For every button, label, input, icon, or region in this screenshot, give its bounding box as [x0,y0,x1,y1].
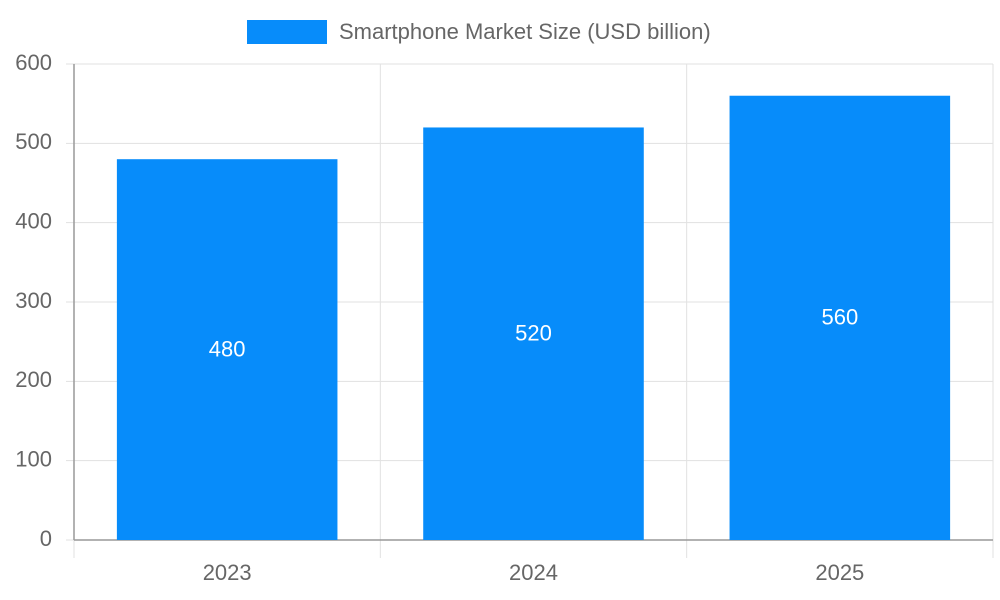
x-tick-label: 2023 [203,560,252,585]
x-tick-label: 2025 [815,560,864,585]
data-label: 480 [209,336,246,361]
legend-swatch [247,20,327,44]
data-label: 520 [515,321,552,346]
y-tick-label: 100 [15,446,52,471]
legend-label: Smartphone Market Size (USD billion) [339,19,711,44]
y-tick-label: 500 [15,129,52,154]
bar [423,127,644,540]
x-tick-label: 2024 [509,560,558,585]
y-tick-label: 400 [15,208,52,233]
y-tick-label: 300 [15,288,52,313]
y-tick-label: 0 [40,526,52,551]
bar [729,95,951,540]
y-tick-label: 200 [15,367,52,392]
y-tick-label: 600 [15,50,52,75]
bar [116,159,338,540]
legend: Smartphone Market Size (USD billion) [247,19,711,44]
data-label: 560 [821,305,858,330]
